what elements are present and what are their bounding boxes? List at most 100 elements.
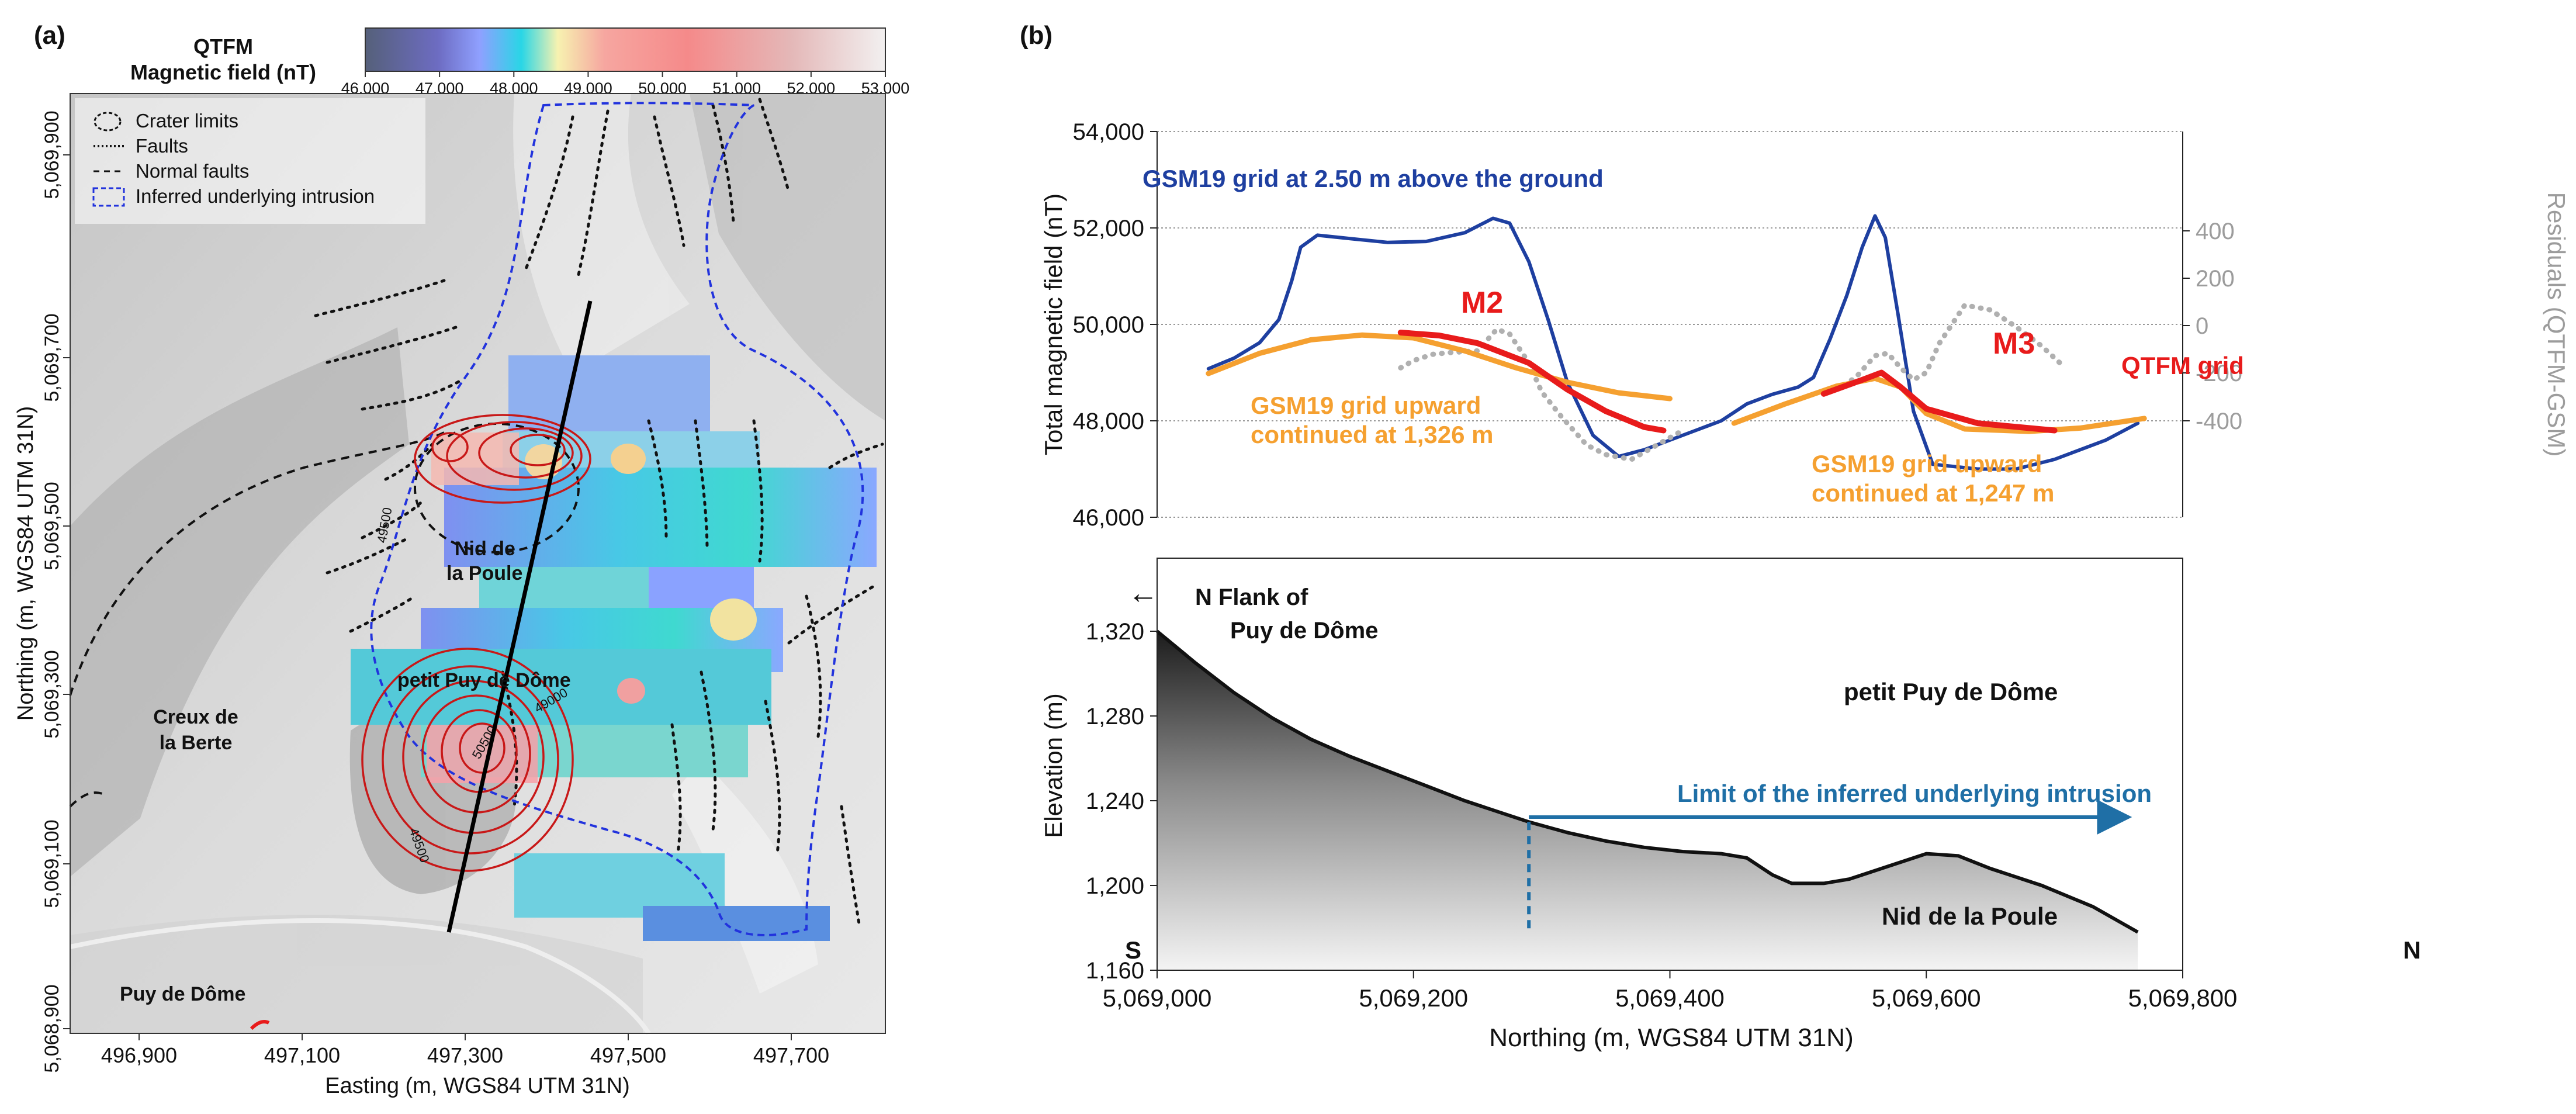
panel-a: (a) QTFM Magnetic field (nT) 46,000 47,00… (13, 21, 909, 1098)
map-x-label: Easting (m, WGS84 UTM 31N) (325, 1074, 630, 1098)
series-line (1834, 302, 2064, 392)
road (70, 918, 651, 1035)
x-tick-label: 5,069,000 (1103, 984, 1212, 1012)
label-petit-b: petit Puy de Dôme (1844, 678, 2058, 705)
label-up1-line2: continued at 1,326 m (1251, 421, 1493, 448)
label-intrusion-limit: Limit of the inferred underlying intrusi… (1677, 780, 2152, 807)
residual-y-label: Residuals (QTFM-GSM) (2543, 192, 2570, 457)
map-y-ticks: 5,068,900 5,069,100 5,069,300 5,069,500 5,06… (41, 110, 70, 1073)
label-nid-b: Nid de la Poule (1882, 902, 2058, 930)
legend-crater: Crater limits (136, 110, 238, 132)
series-line (1820, 369, 2058, 434)
magnetic-y-tick-label: 54,000 (1073, 119, 1144, 145)
label-m2: M2 (1461, 286, 1503, 320)
map-x-tick-label: 497,100 (264, 1043, 340, 1067)
legend-normal-faults: Normal faults (136, 160, 249, 182)
x-axis-label: Northing (m, WGS84 UTM 31N) (1489, 1023, 1853, 1052)
x-tick-label: 5,069,200 (1359, 984, 1468, 1012)
map-frame (70, 93, 886, 1034)
magnetic-y-tick-label: 48,000 (1073, 409, 1144, 434)
magnetic-y-label: Total magnetic field (nT) (1040, 193, 1067, 455)
elevation-area (1157, 631, 2138, 970)
residual-y-tick-label: -200 (2196, 361, 2242, 386)
residual-y-tick-label: 200 (2196, 266, 2235, 292)
intrusion-legend-icon (92, 187, 125, 207)
label-up1-line1: GSM19 grid upward (1251, 392, 1481, 419)
magnetic-gridlines (1157, 131, 2183, 518)
label-s: S (1125, 936, 1141, 964)
series-line (1397, 330, 1667, 434)
profile-line (446, 300, 593, 933)
map-x-tick-label: 497,500 (590, 1043, 666, 1067)
label-gsm19: GSM19 grid at 2.50 m above the ground (1142, 165, 1604, 192)
map-y-tick-label: 5,069,100 (41, 819, 63, 908)
map-y-tick-label: 5,069,700 (41, 313, 63, 402)
label-m3: M3 (1993, 327, 2035, 361)
map-x-tick-label: 497,700 (753, 1043, 829, 1067)
label-up2-line2: continued at 1,247 m (1812, 479, 2054, 507)
left-arrow-icon: ← (1128, 576, 1158, 610)
map-y-tick-label: 5,068,900 (41, 984, 63, 1073)
magnetic-y-tick-label: 52,000 (1073, 216, 1144, 241)
legend-intrusion: Inferred underlying intrusion (136, 185, 375, 207)
map-x-ticks: 496,900 497,100 497,300 497,500 497,700 (101, 1033, 829, 1067)
panel-b-label: (b) (1020, 21, 1052, 50)
map-legend: Crater limits Faults Normal faults Infer… (75, 98, 425, 224)
map-y-tick-label: 5,069,300 (41, 650, 63, 738)
x-tick-label: 5,069,600 (1872, 984, 1981, 1012)
residual-y-tick-label: -400 (2196, 409, 2242, 434)
elevation-y-tick-label: 1,200 (1086, 873, 1144, 899)
map-x-tick-label: 496,900 (101, 1043, 177, 1067)
elevation-y-tick-label: 1,280 (1086, 704, 1144, 729)
panel-b: (b) 46,000 48,000 50,000 52,000 54,000 400 20… (1020, 21, 2570, 1052)
label-nid-2: la Poule (446, 562, 522, 584)
residual-y-ticks: 400 200 0 -200 -400 (2183, 219, 2242, 434)
map-x-tick-label: 497,300 (427, 1043, 503, 1067)
residual-y-tick-label: 0 (2196, 313, 2208, 339)
colorbar-title-2: Magnetic field (nT) (130, 60, 316, 84)
legend-faults: Faults (136, 135, 188, 157)
magnetic-chart: 46,000 48,000 50,000 52,000 54,000 400 200 0 -2… (1040, 119, 2570, 531)
elevation-y-tick-label: 1,160 (1086, 958, 1144, 984)
elevation-y-ticks: 1,160 1,200 1,240 1,280 1,320 (1086, 619, 1157, 984)
label-n-flank-2: Puy de Dôme (1230, 618, 1378, 644)
label-up2-line1: GSM19 grid upward (1812, 450, 2042, 478)
label-petit: petit Puy de Dôme (397, 669, 571, 691)
panel-a-label: (a) (34, 21, 65, 50)
series-line (1206, 332, 1673, 402)
magnetic-survey-patches (351, 355, 877, 941)
colorbar-ramp (365, 27, 886, 72)
magnetic-y-tick-label: 46,000 (1073, 505, 1144, 531)
map-y-tick-label: 5,069,500 (41, 482, 63, 570)
intrusion-boundary (370, 102, 864, 936)
label-puy: Puy de Dôme (120, 983, 245, 1005)
x-tick-label: 5,069,400 (1615, 984, 1725, 1012)
elevation-y-tick-label: 1,320 (1086, 619, 1144, 645)
elevation-profile (1156, 629, 2139, 934)
residual-y-tick-label: 400 (2196, 219, 2235, 244)
colorbar-title-1: QTFM (193, 34, 253, 58)
label-n: N (2403, 936, 2421, 964)
x-ticks: 5,069,000 5,069,200 5,069,400 5,069,600 5,06… (1103, 970, 2238, 1012)
map-y-tick-label: 5,069,900 (41, 110, 63, 199)
place-labels: Nid de la Poule petit Puy de Dôme Creux … (120, 538, 571, 1005)
marker (250, 1020, 270, 1030)
magnetic-y-ticks: 46,000 48,000 50,000 52,000 54,000 (1073, 119, 1157, 531)
label-creux-2: la Berte (160, 732, 233, 754)
crater-limits (69, 423, 580, 808)
elevation-y-tick-label: 1,240 (1086, 788, 1144, 814)
map-y-label: Northing (m, WGS84 UTM 31N) (13, 406, 38, 721)
x-tick-label: 5,069,800 (2128, 984, 2238, 1012)
label-qtfm: QTFM grid (2121, 352, 2244, 379)
magnetic-series (1206, 214, 2147, 471)
crater-legend-icon (94, 112, 122, 132)
relief-shading (70, 94, 885, 1033)
label-nid-1: Nid de (455, 538, 515, 560)
label-n-flank-1: N Flank of (1195, 584, 1308, 610)
elevation-frame (1157, 558, 2183, 971)
magnetic-y-tick-label: 50,000 (1073, 312, 1144, 338)
label-creux-1: Creux de (153, 706, 238, 728)
colorbar: QTFM Magnetic field (nT) 46,000 47,000 48,… (130, 27, 909, 97)
